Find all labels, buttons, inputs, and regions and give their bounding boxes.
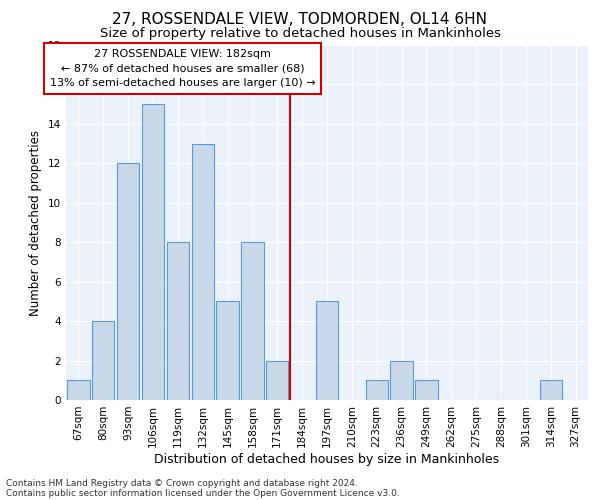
Bar [365, 380, 388, 400]
Text: Size of property relative to detached houses in Mankinholes: Size of property relative to detached ho… [100, 28, 500, 40]
Bar [391, 360, 413, 400]
Text: 27, ROSSENDALE VIEW, TODMORDEN, OL14 6HN: 27, ROSSENDALE VIEW, TODMORDEN, OL14 6HN [113, 12, 487, 28]
Bar [217, 302, 239, 400]
Bar [241, 242, 263, 400]
Text: Contains public sector information licensed under the Open Government Licence v3: Contains public sector information licen… [6, 488, 400, 498]
Bar [167, 242, 189, 400]
Bar [539, 380, 562, 400]
Bar [142, 104, 164, 400]
Bar [415, 380, 437, 400]
Bar [67, 380, 89, 400]
Bar [316, 302, 338, 400]
Bar [117, 164, 139, 400]
Text: 27 ROSSENDALE VIEW: 182sqm
← 87% of detached houses are smaller (68)
13% of semi: 27 ROSSENDALE VIEW: 182sqm ← 87% of deta… [50, 49, 316, 88]
Y-axis label: Number of detached properties: Number of detached properties [29, 130, 43, 316]
Text: Contains HM Land Registry data © Crown copyright and database right 2024.: Contains HM Land Registry data © Crown c… [6, 478, 358, 488]
Bar [191, 144, 214, 400]
Bar [266, 360, 289, 400]
X-axis label: Distribution of detached houses by size in Mankinholes: Distribution of detached houses by size … [154, 452, 500, 466]
Bar [92, 321, 115, 400]
